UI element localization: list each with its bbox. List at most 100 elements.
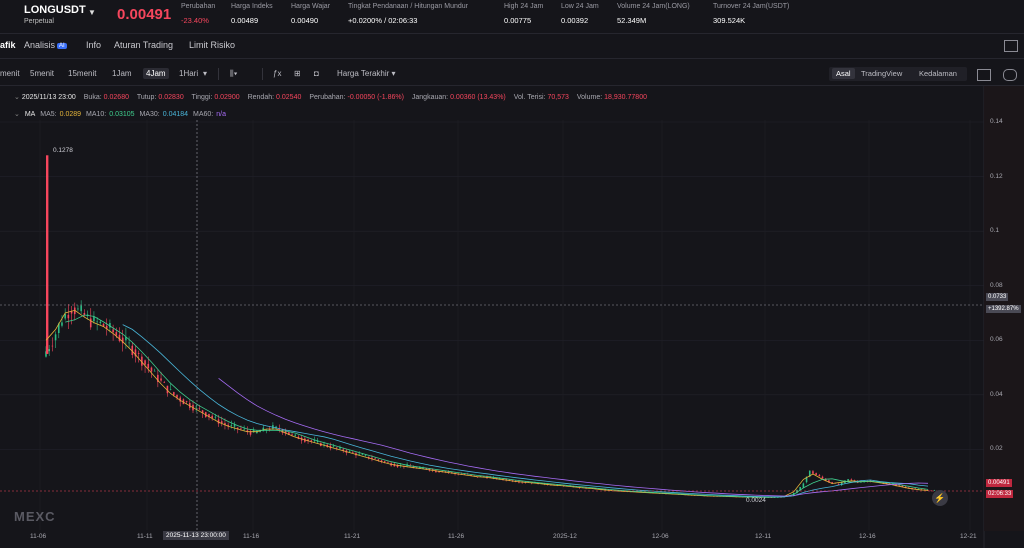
candle-body bbox=[173, 392, 175, 395]
candle-body bbox=[348, 451, 351, 452]
candle-body bbox=[514, 480, 517, 482]
candle-body bbox=[550, 484, 552, 486]
candle-body bbox=[930, 490, 932, 492]
ma30-value: 0.04184 bbox=[162, 111, 189, 118]
candle-body bbox=[904, 486, 907, 488]
candle-body bbox=[54, 334, 57, 341]
candle-body bbox=[677, 494, 680, 495]
tab-chart[interactable]: afik bbox=[0, 40, 16, 50]
candle-body bbox=[351, 452, 354, 453]
value-volume: 18,930.77800 bbox=[604, 94, 647, 101]
candle-body bbox=[182, 399, 185, 405]
countdown-tag: 02:06:33 bbox=[986, 490, 1014, 498]
candle-body bbox=[693, 495, 696, 496]
candle-body bbox=[530, 482, 533, 484]
candle-body bbox=[169, 389, 172, 390]
candle-body bbox=[313, 440, 316, 442]
low-label: 0.0024 bbox=[746, 497, 766, 504]
candle-body bbox=[543, 483, 546, 485]
candle-body bbox=[483, 476, 485, 478]
chevron-down-icon[interactable]: ▾ bbox=[203, 69, 208, 78]
collapse-icon[interactable]: ⌄ bbox=[14, 94, 20, 101]
candle-body bbox=[307, 439, 309, 442]
candle-type-icon[interactable]: ⫼▾ bbox=[230, 69, 238, 78]
symbol-name[interactable]: LONGUSDT bbox=[24, 4, 86, 16]
candle-body bbox=[812, 471, 814, 474]
chevron-down-icon[interactable]: ▼ bbox=[88, 8, 96, 17]
candle-body bbox=[236, 427, 239, 429]
label-high: Tinggi: bbox=[191, 94, 213, 101]
crosshair-price-tag: 0.0733 bbox=[986, 293, 1009, 301]
x-tick-label: 12-16 bbox=[859, 533, 876, 540]
stat-funding-rate[interactable]: Tingkat Pendanaan / Hitungan Mundur +0.02… bbox=[348, 3, 468, 25]
tab-risk-limit[interactable]: Limit Risiko bbox=[189, 40, 236, 50]
candle-body bbox=[623, 491, 626, 492]
candle-body bbox=[364, 455, 367, 456]
value-filled-volume: 70,573 bbox=[547, 94, 569, 101]
candle-body bbox=[150, 367, 153, 372]
fullscreen-icon[interactable] bbox=[977, 69, 991, 81]
candle-body bbox=[297, 436, 300, 440]
candle-body bbox=[243, 428, 245, 430]
candle-body bbox=[876, 481, 878, 483]
y-tick-label: 0.1 bbox=[990, 227, 1000, 235]
camera-icon[interactable]: ◘ bbox=[314, 69, 319, 78]
tab-info[interactable]: Info bbox=[86, 40, 102, 50]
candle-body bbox=[479, 476, 482, 477]
settings-icon[interactable] bbox=[1003, 69, 1017, 81]
candle-body bbox=[732, 496, 734, 497]
interval-5m[interactable]: 5menit bbox=[30, 69, 55, 78]
ma30-line bbox=[122, 324, 929, 498]
y-tick-label: 0.14 bbox=[990, 118, 1003, 125]
interval-1h[interactable]: 1Jam bbox=[112, 69, 132, 78]
candle-body bbox=[291, 433, 293, 435]
candle-body bbox=[486, 476, 488, 479]
layout-icon[interactable] bbox=[1004, 40, 1018, 52]
view-original[interactable]: Asal bbox=[832, 68, 855, 79]
candle-body bbox=[703, 495, 706, 497]
candle-body bbox=[690, 494, 693, 496]
candle-body bbox=[847, 479, 849, 482]
price-source-select[interactable]: Harga Terakhir ▾ bbox=[337, 69, 396, 78]
candle-body bbox=[339, 447, 341, 449]
candle-body bbox=[137, 353, 140, 354]
candle-body bbox=[323, 443, 325, 445]
candle-body bbox=[441, 471, 444, 473]
indicator-icon[interactable]: ƒx bbox=[273, 69, 282, 78]
interval-1d[interactable]: 1Hari bbox=[179, 69, 199, 78]
stat-turnover-24h: Turnover 24 Jam(USDT) 309.524K bbox=[713, 3, 790, 25]
candle-body bbox=[729, 496, 731, 498]
candle-body bbox=[431, 469, 434, 471]
candle-body bbox=[80, 305, 82, 312]
candle-body bbox=[451, 472, 453, 473]
view-depth[interactable]: Kedalaman bbox=[919, 69, 957, 78]
candle-body bbox=[294, 434, 297, 436]
interval-1m[interactable]: menit bbox=[0, 69, 20, 78]
candle-body bbox=[399, 465, 402, 466]
ai-badge: AI bbox=[57, 43, 67, 49]
candle-body bbox=[674, 493, 677, 495]
candle-body bbox=[463, 473, 466, 475]
candle-body bbox=[57, 323, 60, 334]
interval-4h[interactable]: 4Jam bbox=[143, 68, 169, 79]
ma5-label: MA5: bbox=[40, 111, 57, 118]
candle-body bbox=[885, 483, 888, 484]
candle-body bbox=[665, 493, 667, 495]
candle-body bbox=[802, 483, 805, 488]
tab-analysis[interactable]: Analisis AI bbox=[24, 40, 67, 50]
candle-body bbox=[96, 321, 98, 323]
lightning-icon[interactable]: ⚡ bbox=[932, 490, 948, 506]
settings-grid-icon[interactable]: ⊞ bbox=[294, 69, 301, 78]
candle-body bbox=[268, 429, 271, 431]
candle-body bbox=[46, 155, 49, 354]
view-tradingview[interactable]: TradingView bbox=[861, 69, 903, 78]
candle-body bbox=[342, 449, 344, 452]
tab-trading-rules[interactable]: Aturan Trading bbox=[114, 40, 174, 50]
candle-body bbox=[300, 437, 303, 441]
collapse-icon[interactable]: ⌄ bbox=[14, 111, 20, 118]
interval-15m[interactable]: 15menit bbox=[68, 69, 97, 78]
candle-body bbox=[470, 474, 472, 476]
candle-body bbox=[217, 419, 220, 424]
candle-body bbox=[316, 440, 319, 443]
x-tick-label: 11-26 bbox=[448, 533, 465, 540]
